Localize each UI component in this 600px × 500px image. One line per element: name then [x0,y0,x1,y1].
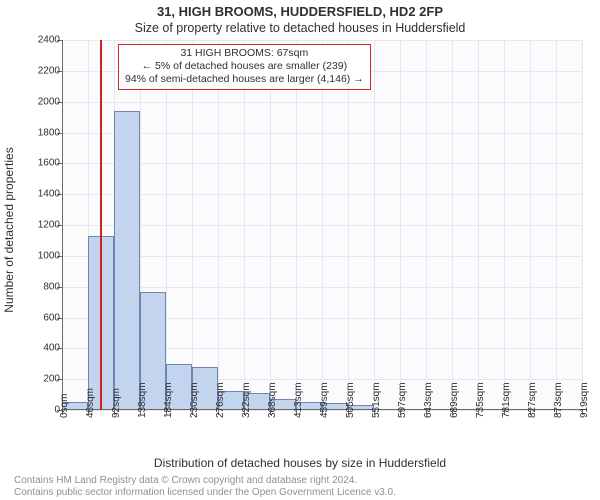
y-tick-label: 200 [22,374,60,385]
gridline-v [348,40,349,410]
gridline-v [192,40,193,410]
gridline-v [244,40,245,410]
annotation-line-2: ← 5% of detached houses are smaller (239… [125,60,364,73]
gridline-v [504,40,505,410]
gridline-v [556,40,557,410]
y-axis-line [62,40,63,410]
annotation-box: 31 HIGH BROOMS: 67sqm← 5% of detached ho… [118,44,371,90]
gridline-v [426,40,427,410]
footer-line-2: Contains public sector information licen… [14,487,396,499]
gridline-v [452,40,453,410]
gridline-v [270,40,271,410]
gridline-v [582,40,583,410]
gridline-v [478,40,479,410]
y-tick-label: 1000 [22,250,60,261]
y-tick-label: 1600 [22,158,60,169]
y-axis-label: Number of detached properties [2,147,16,312]
y-tick-label: 0 [22,405,60,416]
histogram-bar [114,111,140,410]
x-axis-label: Distribution of detached houses by size … [0,456,600,470]
annotation-line-1: 31 HIGH BROOMS: 67sqm [125,47,364,60]
y-tick-label: 2200 [22,65,60,76]
y-tick-label: 1200 [22,220,60,231]
y-tick-label: 2000 [22,96,60,107]
gridline-v [374,40,375,410]
y-tick-label: 1800 [22,127,60,138]
gridline-v [218,40,219,410]
attribution-footer: Contains HM Land Registry data © Crown c… [14,475,396,498]
gridline-v [322,40,323,410]
y-tick-label: 600 [22,312,60,323]
annotation-line-3: 94% of semi-detached houses are larger (… [125,73,364,86]
gridline-v [530,40,531,410]
gridline-v [166,40,167,410]
page-title-address: 31, HIGH BROOMS, HUDDERSFIELD, HD2 2FP [0,4,600,19]
property-marker-line [100,40,102,410]
y-tick-label: 1400 [22,189,60,200]
gridline-v [400,40,401,410]
histogram-plot: 31 HIGH BROOMS: 67sqm← 5% of detached ho… [62,40,582,410]
gridline-v [296,40,297,410]
y-tick-label: 800 [22,281,60,292]
page-subtitle: Size of property relative to detached ho… [0,21,600,35]
footer-line-1: Contains HM Land Registry data © Crown c… [14,475,396,487]
y-tick-label: 400 [22,343,60,354]
y-tick-label: 2400 [22,35,60,46]
